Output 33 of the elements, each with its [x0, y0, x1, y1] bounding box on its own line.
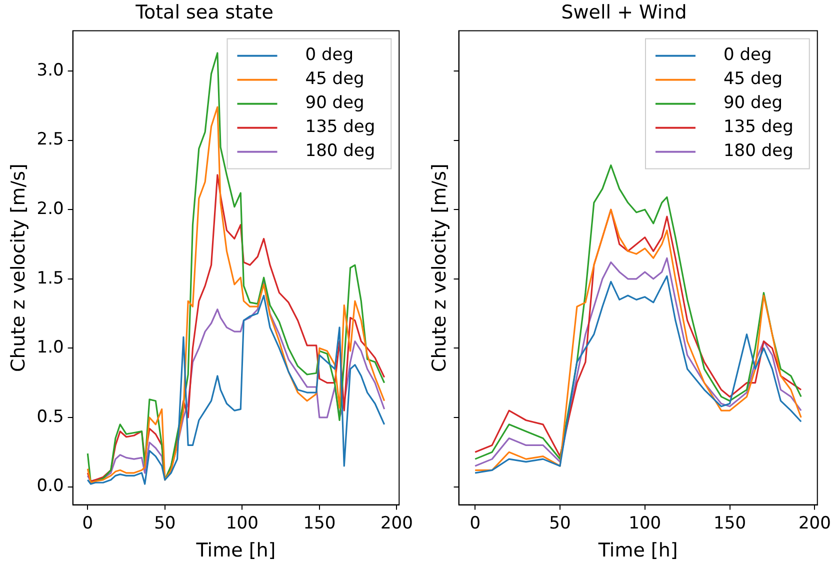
y-axis-title: Chute z velocity [m/s]: [428, 164, 450, 372]
x-tick-label: 50: [549, 513, 571, 534]
x-tick-label: 150: [303, 513, 336, 534]
y-tick-label: 1.0: [36, 338, 64, 358]
y-tick-label: 2.0: [36, 199, 64, 220]
x-tick-label: 0: [82, 513, 94, 534]
legend-label: 135 deg: [305, 117, 376, 138]
chart-title: Swell + Wind: [561, 1, 687, 24]
legend-label: 135 deg: [723, 117, 794, 138]
x-axis-title: Time [h]: [195, 540, 276, 562]
y-axis-title: Chute z velocity [m/s]: [7, 164, 30, 372]
y-tick-label: 0.0: [36, 476, 64, 496]
x-tick-label: 200: [798, 513, 831, 534]
legend-label: 45 deg: [723, 69, 783, 90]
y-tick-label: 3.0: [36, 60, 64, 80]
x-axis-title: Time [h]: [597, 540, 678, 562]
legend-label: 0 deg: [723, 45, 772, 66]
legend-label: 90 deg: [305, 93, 364, 114]
legend-label: 180 deg: [305, 141, 376, 162]
x-tick-label: 200: [380, 513, 413, 534]
y-tick-label: 0.5: [36, 406, 64, 427]
legend-label: 0 deg: [305, 45, 354, 66]
legend-label: 90 deg: [723, 93, 783, 114]
legend-label: 180 deg: [723, 141, 794, 162]
chart-title: Total sea state: [134, 1, 274, 24]
x-tick-label: 100: [226, 513, 258, 534]
x-tick-label: 100: [628, 513, 662, 534]
x-tick-label: 150: [714, 513, 746, 534]
x-tick-label: 0: [470, 513, 481, 534]
y-tick-label: 2.5: [36, 130, 64, 150]
x-tick-label: 50: [154, 513, 176, 534]
y-tick-label: 1.5: [36, 268, 64, 288]
legend-label: 45 deg: [305, 69, 364, 90]
